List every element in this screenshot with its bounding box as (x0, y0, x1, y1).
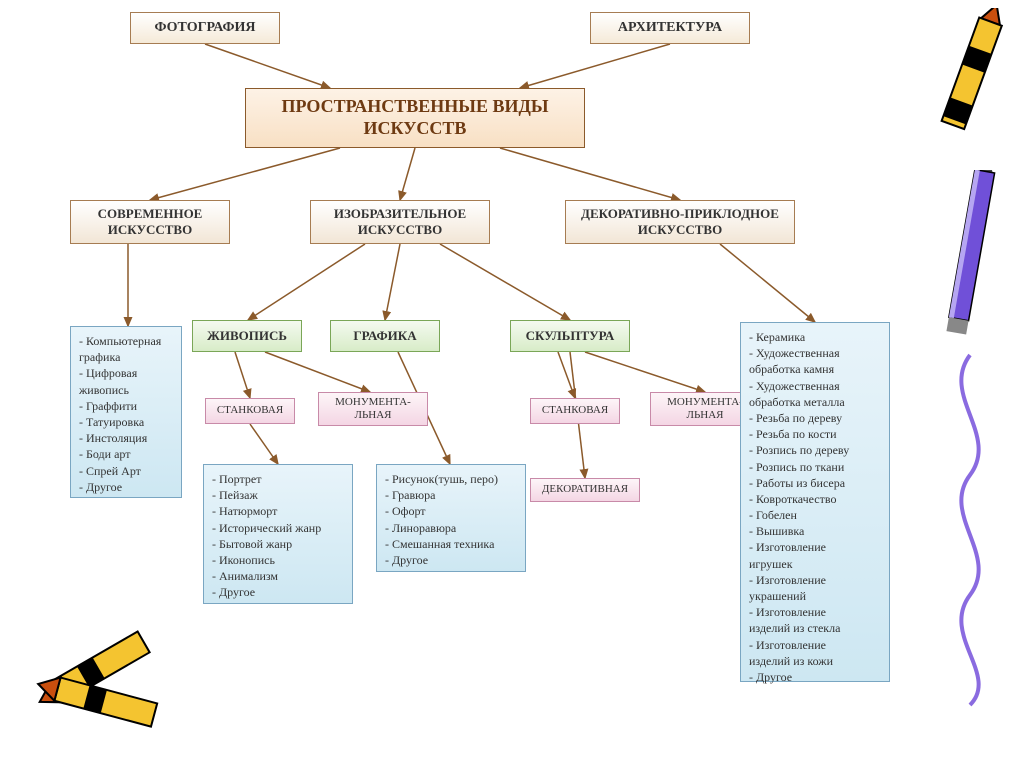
list-item: - Портрет (212, 471, 344, 487)
node-fine: ИЗОБРАЗИТЕЛЬНОЕ ИСКУССТВО (310, 200, 490, 244)
list-contemporary: - Компьютерная графика- Цифровая живопис… (70, 326, 182, 498)
list-item: - Изготовление (749, 604, 881, 620)
node-main: ПРОСТРАНСТВЕННЫЕ ВИДЫ ИСКУССТВ (245, 88, 585, 148)
list-item: - Смешанная техника (385, 536, 517, 552)
list-item: живопись (79, 382, 173, 398)
crayons-icon (30, 615, 180, 755)
list-item: - Пейзаж (212, 487, 344, 503)
list-item: - Другое (212, 584, 344, 600)
list-item: - Граффити (79, 398, 173, 414)
list-item: - Резьба по кости (749, 426, 881, 442)
node-easel: СТАНКОВАЯ (205, 398, 295, 424)
list-item: - Ковроткачество (749, 491, 881, 507)
list-item: - Другое (385, 552, 517, 568)
list-item: графика (79, 349, 173, 365)
label: ДЕКОРАТИВНАЯ (542, 483, 628, 496)
node-painting: ЖИВОПИСЬ (192, 320, 302, 352)
list-item: - Компьютерная (79, 333, 173, 349)
list-item: украшений (749, 588, 881, 604)
list-item: - Другое (79, 479, 173, 495)
label: ЖИВОПИСЬ (207, 328, 287, 344)
list-item: - Гравюра (385, 487, 517, 503)
crayon-icon (930, 8, 1010, 148)
list-item: - Изготовление (749, 539, 881, 555)
list-item: - Вышивка (749, 523, 881, 539)
list-item: изделий из кожи (749, 653, 881, 669)
list-item: - Резьба по дереву (749, 410, 881, 426)
node-decorative-sc: ДЕКОРАТИВНАЯ (530, 478, 640, 502)
list-item: - Другое (749, 669, 881, 685)
list-item: - Иконопись (212, 552, 344, 568)
list-item: - Художественная (749, 345, 881, 361)
label: ИЗОБРАЗИТЕЛЬНОЕ ИСКУССТВО (319, 206, 481, 237)
list-item: игрушек (749, 556, 881, 572)
list-item: - Спрей Арт (79, 463, 173, 479)
label: ПРОСТРАНСТВЕННЫЕ ВИДЫ ИСКУССТВ (254, 96, 576, 139)
list-item: - Керамика (749, 329, 881, 345)
list-item: обработка камня (749, 361, 881, 377)
list-item: - Цифровая (79, 365, 173, 381)
list-item: - Татуировка (79, 414, 173, 430)
list-item: обработка металла (749, 394, 881, 410)
list-item: - Розпись по дереву (749, 442, 881, 458)
node-monumental: МОНУМЕНТА- ЛЬНАЯ (318, 392, 428, 426)
list-item: - Исторический жанр (212, 520, 344, 536)
label: ГРАФИКА (353, 328, 416, 344)
node-easel2: СТАНКОВАЯ (530, 398, 620, 424)
list-item: - Офорт (385, 503, 517, 519)
squiggle-icon (935, 350, 1005, 710)
list-item: - Боди арт (79, 446, 173, 462)
node-graphics: ГРАФИКА (330, 320, 440, 352)
label: СТАНКОВАЯ (217, 404, 283, 417)
list-item: - Изготовление (749, 637, 881, 653)
label: МОНУМЕНТА- ЛЬНАЯ (667, 396, 743, 422)
list-item: - Линоравюра (385, 520, 517, 536)
pen-icon (935, 170, 1005, 340)
label: СКУЛЬПТУРА (526, 328, 615, 344)
list-graphics: - Рисунок(тушь, перо)- Гравюра- Офорт- Л… (376, 464, 526, 572)
list-item: изделий из стекла (749, 620, 881, 636)
list-item: - Розпись по ткани (749, 459, 881, 475)
label: ФОТОГРАФИЯ (154, 20, 255, 37)
label: ДЕКОРАТИВНО-ПРИКЛОДНОЕ ИСКУССТВО (574, 206, 786, 237)
list-item: - Рисунок(тушь, перо) (385, 471, 517, 487)
node-architecture: АРХИТЕКТУРА (590, 12, 750, 44)
node-decorative: ДЕКОРАТИВНО-ПРИКЛОДНОЕ ИСКУССТВО (565, 200, 795, 244)
list-painting: - Портрет- Пейзаж- Натюрморт- Историческ… (203, 464, 353, 604)
node-sculpture: СКУЛЬПТУРА (510, 320, 630, 352)
list-item: - Инстоляция (79, 430, 173, 446)
list-item: - Работы из бисера (749, 475, 881, 491)
label: МОНУМЕНТА- ЛЬНАЯ (335, 396, 411, 422)
label: АРХИТЕКТУРА (618, 20, 722, 37)
list-item: - Натюрморт (212, 503, 344, 519)
diagram-canvas: ФОТОГРАФИЯ АРХИТЕКТУРА ПРОСТРАНСТВЕННЫЕ … (0, 0, 1024, 768)
node-photography: ФОТОГРАФИЯ (130, 12, 280, 44)
list-item: - Анимализм (212, 568, 344, 584)
list-item: - Гобелен (749, 507, 881, 523)
label: СОВРЕМЕННОЕ ИСКУССТВО (79, 206, 221, 237)
list-item: - Изготовление (749, 572, 881, 588)
list-item: - Художественная (749, 378, 881, 394)
node-contemporary: СОВРЕМЕННОЕ ИСКУССТВО (70, 200, 230, 244)
label: СТАНКОВАЯ (542, 404, 608, 417)
list-decorative: - Керамика- Художественная обработка кам… (740, 322, 890, 682)
list-item: - Бытовой жанр (212, 536, 344, 552)
